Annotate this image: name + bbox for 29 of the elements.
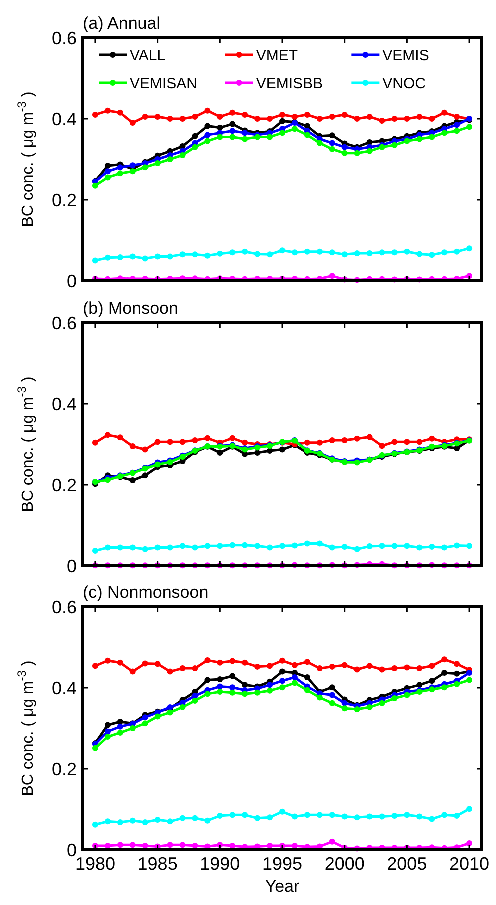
- y-tick-label: 0.4: [52, 394, 77, 414]
- legend-label: VEMIS: [382, 47, 430, 64]
- chart-title: (c) Nonmonsoon: [83, 583, 209, 602]
- y-tick-label: 0.2: [52, 475, 77, 496]
- x-tick-label: 2010: [450, 854, 490, 874]
- y-tick-label: 0.6: [52, 313, 77, 334]
- x-axis-title: Year: [265, 877, 300, 896]
- x-tick-label: 2000: [324, 854, 365, 874]
- chart-title: (a) Annual: [83, 14, 160, 33]
- y-tick-label: 0.4: [52, 678, 77, 698]
- y-tick-label: 0.6: [52, 597, 77, 618]
- x-tick-label: 1990: [200, 854, 240, 874]
- x-tick-label: 1980: [75, 854, 116, 874]
- x-tick-label: 1995: [262, 854, 303, 874]
- x-tick-label: 2005: [387, 854, 428, 874]
- chart-title: (b) Monsoon: [83, 299, 178, 318]
- legend-label: VEMISBB: [256, 75, 324, 92]
- y-tick-label: 0.2: [52, 190, 77, 210]
- legend-label: VNOC: [382, 75, 426, 92]
- y-tick-label: 0.4: [52, 109, 77, 130]
- y-tick-label: 0.6: [52, 28, 77, 48]
- legend-label: VALL: [130, 47, 166, 64]
- x-tick-label: 1985: [138, 854, 178, 874]
- y-tick-label: 0: [66, 840, 77, 860]
- y-tick-label: 0: [66, 271, 77, 292]
- legend-label: VMET: [256, 47, 298, 64]
- y-tick-label: 0.2: [52, 759, 77, 780]
- y-tick-label: 0: [66, 556, 77, 576]
- legend-label: VEMISAN: [130, 75, 198, 92]
